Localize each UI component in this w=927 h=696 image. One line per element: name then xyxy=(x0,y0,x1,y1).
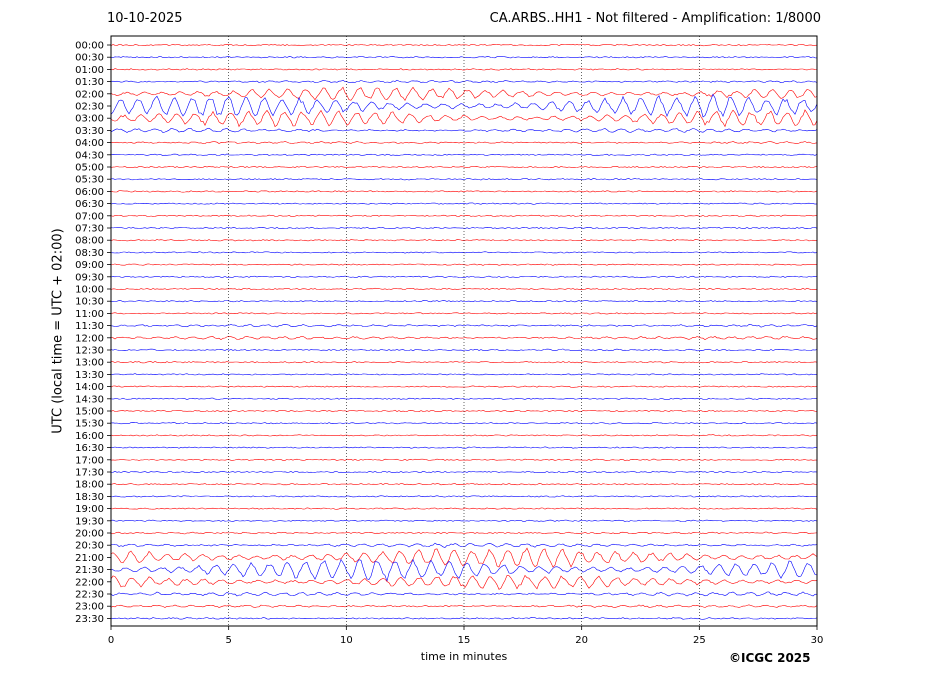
y-axis-label: UTC (local time = UTC + 02:00) xyxy=(50,228,66,434)
y-tick-label: 14:30 xyxy=(75,394,104,405)
y-tick-label: 18:00 xyxy=(75,480,104,491)
trace-06:30 xyxy=(110,202,818,205)
x-tick-label: 20 xyxy=(575,635,588,646)
y-tick-label: 18:30 xyxy=(75,492,104,503)
trace-14:30 xyxy=(110,397,818,400)
y-tick-label: 13:30 xyxy=(75,370,104,381)
trace-20:00 xyxy=(110,531,818,535)
y-tick-label: 19:00 xyxy=(75,504,104,515)
y-tick-label: 15:30 xyxy=(75,419,104,430)
y-tick-label: 04:30 xyxy=(75,150,104,161)
y-tick-label: 21:30 xyxy=(75,565,104,576)
y-tick-label: 02:30 xyxy=(75,102,104,113)
y-tick-label: 21:00 xyxy=(75,553,104,564)
copyright-label: ©ICGC 2025 xyxy=(729,651,811,665)
trace-03:00 xyxy=(110,109,818,128)
y-tick-label: 01:30 xyxy=(75,77,104,88)
y-tick-label: 20:30 xyxy=(75,541,104,552)
trace-05:00 xyxy=(110,165,818,169)
trace-layer xyxy=(110,43,818,620)
grid-layer xyxy=(228,36,700,626)
y-tick-label: 22:30 xyxy=(75,590,104,601)
x-tick-label: 25 xyxy=(693,635,706,646)
x-tick-label: 10 xyxy=(340,635,353,646)
y-tick-label: 08:30 xyxy=(75,248,104,259)
y-tick-label: 15:00 xyxy=(75,407,104,418)
trace-11:00 xyxy=(110,312,818,315)
date-label: 10-10-2025 xyxy=(107,11,183,26)
y-tick-label: 00:30 xyxy=(75,53,104,64)
trace-19:00 xyxy=(111,507,818,510)
trace-11:30 xyxy=(110,324,818,328)
trace-19:30 xyxy=(110,519,818,522)
trace-04:30 xyxy=(110,153,818,157)
y-tick-label: 19:30 xyxy=(75,516,104,527)
y-tick-label: 01:00 xyxy=(75,65,104,76)
y-tick-label: 16:00 xyxy=(75,431,104,442)
y-tick-label: 13:00 xyxy=(75,358,104,369)
y-tick-label: 09:30 xyxy=(75,272,104,283)
y-tick-label: 11:00 xyxy=(75,309,104,320)
y-tick-label: 08:00 xyxy=(75,236,104,247)
trace-12:30 xyxy=(110,348,818,352)
y-tick-label: 06:00 xyxy=(75,187,104,198)
x-tick-label: 0 xyxy=(108,635,114,646)
y-tick-label: 05:30 xyxy=(75,175,104,186)
y-tick-label: 03:30 xyxy=(75,126,104,137)
y-tick-label: 10:30 xyxy=(75,297,104,308)
trace-22:30 xyxy=(110,591,818,597)
trace-13:00 xyxy=(111,361,818,364)
y-tick-label: 03:00 xyxy=(75,114,104,125)
x-tick-label: 15 xyxy=(458,635,471,646)
trace-05:30 xyxy=(110,178,818,181)
y-tick-label: 10:00 xyxy=(75,285,104,296)
y-tick-label: 23:00 xyxy=(75,602,104,613)
y-tick-label: 11:30 xyxy=(75,321,104,332)
y-tick-label: 02:00 xyxy=(75,89,104,100)
y-tick-label: 12:30 xyxy=(75,346,104,357)
y-tick-label: 09:00 xyxy=(75,260,104,271)
y-tick-label: 17:30 xyxy=(75,468,104,479)
y-tick-label: 07:00 xyxy=(75,211,104,222)
y-tick-label: 07:30 xyxy=(75,224,104,235)
x-axis: 0 5 10 15 20 25 30 xyxy=(108,626,824,646)
y-tick-label: 20:00 xyxy=(75,529,104,540)
y-tick-label: 22:00 xyxy=(75,577,104,588)
y-tick-label: 04:00 xyxy=(75,138,104,149)
trace-13:30 xyxy=(110,373,818,376)
x-axis-label: time in minutes xyxy=(420,650,508,663)
y-tick-label: 17:00 xyxy=(75,455,104,466)
y-tick-label: 05:00 xyxy=(75,163,104,174)
chart-title: CA.ARBS..HH1 - Not filtered - Amplificat… xyxy=(489,11,821,26)
trace-02:00 xyxy=(110,86,818,102)
y-tick-label: 23:30 xyxy=(75,614,104,625)
y-tick-label: 16:30 xyxy=(75,443,104,454)
y-tick-label: 12:00 xyxy=(75,333,104,344)
y-tick-label: 06:30 xyxy=(75,199,104,210)
y-tick-label: 00:00 xyxy=(75,41,104,52)
trace-06:00 xyxy=(110,190,818,193)
y-tick-label: 14:00 xyxy=(75,382,104,393)
trace-22:00 xyxy=(110,574,818,590)
x-tick-label: 30 xyxy=(811,635,824,646)
x-tick-label: 5 xyxy=(225,635,231,646)
